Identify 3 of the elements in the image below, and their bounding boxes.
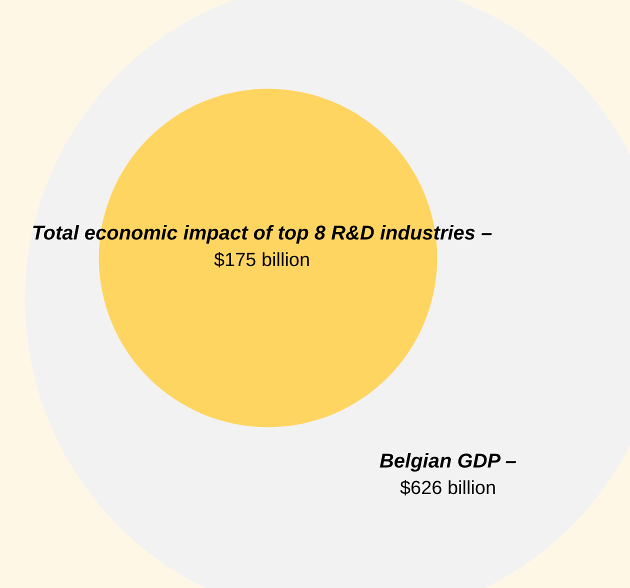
data-label: $626 billion [400,478,496,500]
category-label: Belgian GDP – [379,450,517,473]
data-label: $175 billion [214,250,310,272]
